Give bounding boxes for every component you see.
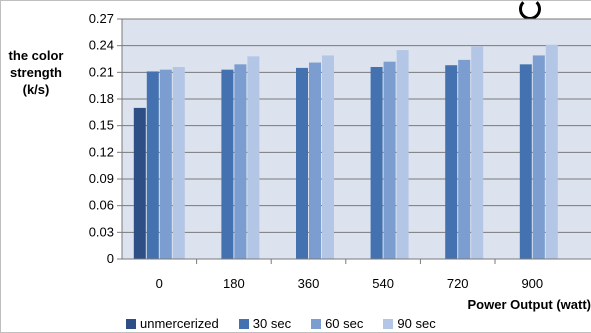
y-tick-label: 0 [107, 251, 114, 266]
x-tick-label: 180 [223, 276, 245, 291]
bar-90-sec-720 [471, 46, 484, 259]
bar-90-sec-180 [247, 56, 260, 260]
bar-60-sec-0 [159, 69, 172, 260]
bar-60-sec-360 [309, 62, 321, 259]
y-tick-label: 0.27 [89, 11, 114, 26]
legend-swatch [383, 319, 394, 329]
bar-30-sec-720 [445, 65, 458, 259]
y-tick-label: 0.24 [89, 38, 114, 53]
legend-item: 30 sec [238, 316, 292, 331]
bar-90-sec-0 [172, 67, 185, 259]
bar-unmercerized-0 [133, 107, 146, 259]
y-axis-label: the color strength (k/s) [0, 47, 72, 98]
bar-30-sec-0 [146, 71, 159, 259]
legend-swatch [238, 319, 249, 329]
x-tick-label: 540 [372, 276, 394, 291]
y-tick-label: 0.15 [89, 118, 114, 133]
bar-90-sec-540 [396, 50, 409, 259]
y-tick-label: 0.21 [89, 64, 114, 79]
x-axis-label: Power Output (watt) [467, 297, 591, 312]
legend-item: 90 sec [383, 316, 436, 331]
legend-label: unmercerized [140, 316, 219, 331]
bar-60-sec-180 [234, 64, 247, 259]
bar-60-sec-720 [458, 59, 471, 260]
x-tick-label: 900 [521, 276, 543, 291]
legend-swatch [311, 319, 322, 329]
y-tick-label: 0.12 [89, 144, 114, 159]
bar-90-sec-900 [545, 44, 558, 260]
bar-60-sec-540 [383, 61, 396, 259]
y-tick-label: 0.09 [89, 171, 114, 186]
bar-90-sec-360 [322, 55, 334, 259]
bar-60-sec-900 [532, 55, 545, 259]
plot-area [122, 19, 591, 259]
legend-item: unmercerized [126, 316, 219, 331]
legend-label: 60 sec [325, 316, 364, 331]
legend-label: 90 sec [397, 316, 436, 331]
x-tick-label: 720 [447, 276, 469, 291]
legend-item: 60 sec [311, 316, 363, 331]
x-tick-label: 360 [298, 276, 320, 291]
legend: unmercerized 30 sec 60 sec 90 sec [126, 316, 456, 333]
y-axis-label-line-3: (k/s) [22, 82, 50, 97]
bar-30-sec-900 [519, 64, 532, 259]
y-tick-label: 0.06 [89, 198, 114, 213]
bar-30-sec-540 [370, 67, 383, 259]
legend-swatch [126, 319, 136, 329]
y-tick-label: 0.03 [89, 224, 114, 239]
bar-30-sec-180 [221, 69, 234, 260]
x-tick-label: 0 [156, 276, 163, 291]
y-tick-label: 0.18 [89, 91, 114, 106]
bar-30-sec-360 [296, 67, 308, 259]
y-axis-label-line-2: strength [10, 65, 62, 80]
legend-label: 30 sec [252, 316, 292, 331]
y-axis-label-line-1: the color [8, 48, 64, 63]
